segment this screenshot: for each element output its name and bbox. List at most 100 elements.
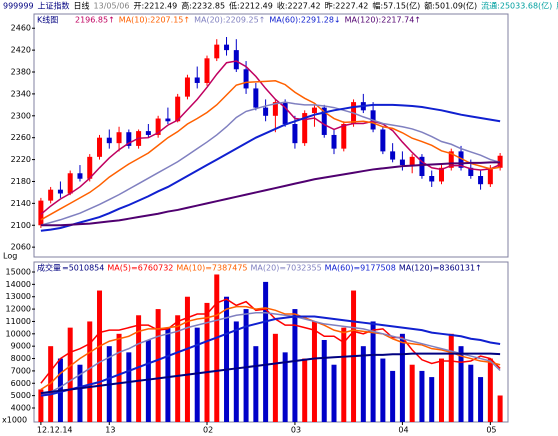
volume-bar xyxy=(184,296,190,422)
volume-bar xyxy=(497,395,503,422)
candle-body xyxy=(409,156,415,166)
price-ma-line xyxy=(40,161,501,227)
candle-body xyxy=(331,134,337,149)
y-tick-label: 2260 xyxy=(11,133,31,142)
volume-title: 成交量 xyxy=(37,263,61,273)
volume-bar xyxy=(155,309,161,422)
volume-tick-label: 15000 xyxy=(6,268,31,277)
candle-body xyxy=(311,107,317,114)
info-text: 昨:2227.42 xyxy=(325,1,369,11)
y-tick-label: 2380 xyxy=(11,68,31,77)
volume-bar xyxy=(292,309,298,422)
y-tick-label: 2420 xyxy=(11,46,31,55)
legend-entry: 2196.85↑ xyxy=(75,16,115,25)
volume-bar xyxy=(194,327,200,422)
candle-body xyxy=(419,156,425,176)
info-text: 上证指数 xyxy=(38,1,70,11)
volume-bar xyxy=(341,327,347,422)
y-tick-label: 2100 xyxy=(11,221,31,230)
volume-bar xyxy=(282,352,288,422)
legend-entry: MA(20):2209.25↑ xyxy=(194,16,265,25)
volume-ma-line xyxy=(40,315,501,397)
candle-body xyxy=(448,151,454,168)
candle-body xyxy=(468,167,474,176)
candle-body xyxy=(438,167,444,182)
volume-ma-line xyxy=(40,305,501,391)
x-tick-label: 12.12.14 xyxy=(37,426,73,435)
price-ma-line xyxy=(40,60,501,215)
volume-panel xyxy=(33,261,509,423)
candle-body xyxy=(253,88,259,108)
candle-body xyxy=(390,151,396,160)
candle-body xyxy=(145,131,151,135)
info-text: 13/05/06 xyxy=(94,2,130,11)
candle-body xyxy=(458,151,464,168)
volume-now: =5010854 xyxy=(62,264,104,273)
info-text: 999999 xyxy=(3,2,34,11)
volume-bar xyxy=(77,364,83,422)
volume-bar xyxy=(214,274,220,422)
volume-bar xyxy=(253,346,259,422)
volume-bar xyxy=(243,309,249,422)
candle-body xyxy=(380,129,386,152)
info-text: 幅:57.15(亿) xyxy=(372,1,420,11)
candle-body xyxy=(106,137,112,144)
candle-body xyxy=(165,118,171,122)
volume-bar xyxy=(38,389,44,422)
volume-bar xyxy=(409,364,415,422)
volume-bar xyxy=(380,358,386,422)
candle-body xyxy=(399,159,405,166)
volume-ma-line xyxy=(40,312,501,397)
candle-body xyxy=(126,132,132,146)
info-text: 股本:25138.35(亿) xyxy=(556,1,558,11)
candle-body xyxy=(487,167,493,185)
volume-tick-label: 8000 xyxy=(11,354,31,363)
candle-body xyxy=(77,173,83,179)
candle-body xyxy=(57,189,63,194)
candle-body xyxy=(48,189,54,201)
volume-tick-label: 13000 xyxy=(6,292,31,301)
volume-bar xyxy=(233,321,239,422)
price-title: K线图 xyxy=(37,15,58,25)
volume-bar xyxy=(204,302,210,422)
x-tick-label: 02 xyxy=(203,426,213,435)
volume-bar xyxy=(360,346,366,422)
volume-bar xyxy=(311,321,317,422)
candle-body xyxy=(38,200,44,226)
legend-entry: MA(120)=8360131↑ xyxy=(399,264,482,273)
y-tick-label: 2180 xyxy=(11,177,31,186)
volume-bar xyxy=(175,315,181,422)
volume-bar xyxy=(165,327,171,422)
candle-body xyxy=(204,58,210,83)
candle-body xyxy=(263,107,269,116)
candle-body xyxy=(341,124,347,149)
volume-bar xyxy=(458,346,464,422)
volume-unit: x1000 xyxy=(2,416,27,425)
info-text: 流通:25033.68(亿) xyxy=(481,1,552,11)
volume-tick-label: 14000 xyxy=(6,280,31,289)
volume-bar xyxy=(263,281,269,422)
price-ma-line xyxy=(40,103,501,232)
volume-tick-label: 7000 xyxy=(11,366,31,375)
volume-bar xyxy=(478,377,484,422)
candle-body xyxy=(175,96,181,122)
price-ma-line xyxy=(40,101,501,226)
y-tick-label: 2340 xyxy=(11,89,31,98)
info-text: 高:2232.85 xyxy=(181,1,225,11)
candle-body xyxy=(321,107,327,135)
volume-bar xyxy=(487,358,493,422)
x-tick-label: 04 xyxy=(398,426,408,435)
volume-bar xyxy=(224,296,230,422)
info-text: 额:501.09(亿) xyxy=(424,1,477,11)
volume-bar xyxy=(468,364,474,422)
legend-entry: MA(20)=7032355 xyxy=(251,264,322,273)
y-tick-label: 2140 xyxy=(11,199,31,208)
candle-body xyxy=(478,176,484,185)
candle-body xyxy=(272,102,278,116)
volume-tick-label: 12000 xyxy=(6,305,31,314)
volume-ma-line xyxy=(40,352,501,395)
volume-bar xyxy=(126,352,132,422)
candle-body xyxy=(116,132,122,144)
volume-bar xyxy=(97,290,103,422)
legend-entry: MA(120):2217.74↑ xyxy=(345,16,421,25)
